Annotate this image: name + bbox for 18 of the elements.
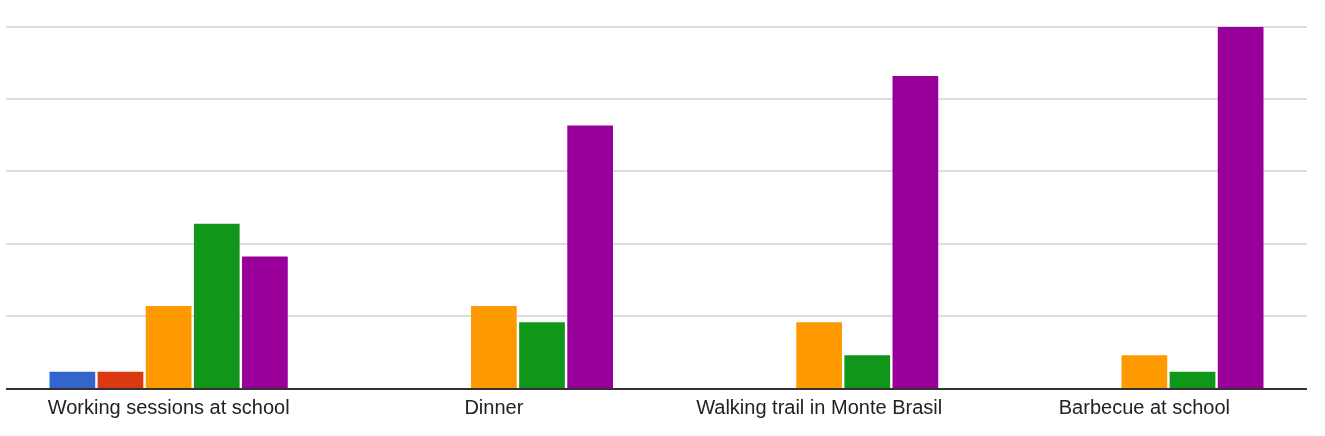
bar: [145, 306, 192, 388]
bar: [97, 371, 144, 388]
bar: [1121, 355, 1168, 388]
x-tick-label: Walking trail in Monte Brasil: [696, 396, 943, 418]
bar: [1217, 27, 1264, 388]
bar: [519, 322, 565, 388]
bar: [1169, 371, 1216, 388]
bar: [49, 371, 96, 388]
bar: [844, 355, 891, 388]
x-tick-label: Dinner: [464, 396, 524, 418]
bar: [567, 125, 614, 388]
bar: [892, 76, 939, 388]
bar: [471, 306, 517, 388]
x-tick-label: Working sessions at school: [47, 396, 290, 418]
bar: [242, 256, 288, 388]
x-tick-label: Barbecue at school: [1058, 396, 1230, 418]
bar: [796, 322, 842, 388]
bar: [193, 223, 240, 388]
